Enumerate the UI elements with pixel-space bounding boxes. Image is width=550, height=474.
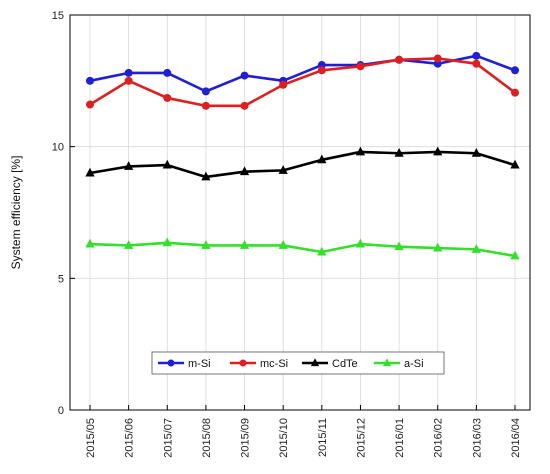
data-point-cdte	[162, 159, 172, 169]
legend-label-a-si: a-Si	[404, 358, 424, 370]
series-a-si	[85, 237, 520, 260]
data-point-cdte	[85, 167, 95, 177]
legend: m-Si mc-Si CdTe a-Si	[151, 351, 445, 375]
data-point-m-si	[86, 76, 94, 85]
data-point-m-si	[201, 87, 210, 96]
series-line-mc-si	[89, 57, 516, 108]
legend-box	[151, 351, 445, 375]
data-point-cdte	[317, 154, 327, 164]
data-point-cdte	[510, 159, 520, 169]
data-point-mc-si	[511, 88, 519, 97]
data-point-a-si	[124, 240, 134, 249]
series-line-m-si	[89, 54, 516, 93]
data-point-a-si	[471, 244, 481, 253]
data-point-m-si	[124, 68, 133, 77]
data-point-mc-si	[472, 59, 481, 68]
data-point-mc-si	[317, 66, 326, 75]
legend-label-m-si: m-Si	[188, 358, 211, 370]
legend-marker-m-si	[167, 359, 175, 367]
data-point-cdte	[394, 147, 404, 157]
data-point-a-si	[85, 238, 95, 248]
x-tick-label: 2015/08	[201, 418, 213, 458]
data-point-a-si	[162, 237, 172, 247]
data-point-m-si	[511, 66, 519, 75]
data-point-cdte	[201, 171, 211, 181]
data-point-mc-si	[163, 93, 172, 102]
data-point-mc-si	[395, 55, 404, 64]
data-point-cdte	[355, 146, 366, 156]
data-point-a-si	[317, 246, 327, 256]
y-axis-title: System efficiency [%]	[9, 156, 23, 270]
x-tick-label: 2015/10	[278, 418, 290, 458]
series-cdte	[85, 146, 520, 181]
data-point-mc-si	[201, 101, 210, 110]
legend-label-mc-si: mc-Si	[260, 358, 288, 370]
data-point-a-si	[510, 250, 520, 260]
data-point-a-si	[239, 240, 250, 249]
x-tick-label: 2016/02	[433, 418, 445, 458]
data-point-a-si	[201, 240, 211, 249]
y-tick-label: 0	[58, 405, 64, 417]
x-tick-label: 2016/04	[510, 418, 522, 458]
x-tick-label: 2015/07	[162, 418, 174, 458]
series-line-a-si	[89, 241, 516, 258]
data-point-cdte	[124, 161, 134, 170]
data-point-cdte	[278, 165, 288, 174]
x-tick-label: 2015/09	[240, 418, 252, 458]
data-point-a-si	[278, 240, 288, 249]
y-tick-label: 5	[58, 273, 64, 285]
data-point-m-si	[472, 51, 481, 60]
series-line-cdte	[89, 150, 516, 179]
data-point-mc-si	[124, 76, 133, 85]
x-tick-label: 2015/12	[355, 418, 367, 458]
y-tick-label: 15	[52, 10, 64, 22]
series-mc-si	[86, 54, 519, 110]
data-point-mc-si	[433, 54, 442, 63]
x-axis-ticks: 2015/05 2015/06 2015/07 2015/08 2015/09 2015/…	[85, 405, 522, 458]
data-point-m-si	[240, 71, 249, 80]
legend-label-cdte: CdTe	[332, 358, 358, 370]
data-point-mc-si	[279, 80, 288, 89]
data-point-a-si	[433, 242, 443, 252]
data-point-a-si	[355, 238, 366, 248]
x-tick-label: 2016/03	[471, 418, 483, 458]
legend-marker-mc-si	[239, 359, 247, 367]
data-point-cdte	[471, 147, 481, 157]
x-tick-label: 2015/06	[124, 418, 136, 458]
legend-marker-cdte	[310, 358, 320, 367]
series-m-si	[86, 51, 519, 96]
data-point-cdte	[239, 166, 250, 176]
x-tick-label: 2015/05	[85, 418, 97, 458]
data-point-cdte	[433, 146, 443, 156]
legend-marker-a-si	[382, 358, 392, 367]
data-point-mc-si	[356, 62, 365, 71]
data-point-m-si	[163, 68, 172, 77]
x-tick-label: 2016/01	[394, 418, 406, 458]
data-point-a-si	[394, 241, 404, 251]
plot-frame	[69, 14, 531, 411]
data-point-mc-si	[86, 100, 94, 109]
x-tick-label: 2015/11	[317, 418, 329, 457]
y-tick-label: 10	[52, 142, 64, 154]
data-point-mc-si	[240, 101, 249, 110]
data-series	[85, 51, 520, 260]
y-axis-ticks: 0 5 10 15	[52, 10, 75, 417]
